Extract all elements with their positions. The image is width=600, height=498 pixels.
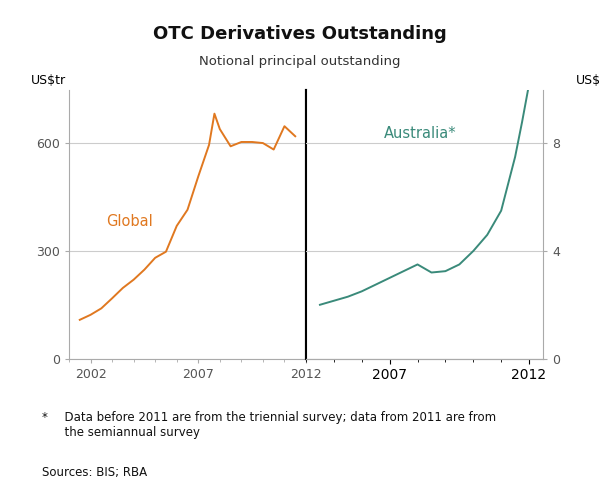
Text: Global: Global xyxy=(106,214,152,229)
Text: OTC Derivatives Outstanding: OTC Derivatives Outstanding xyxy=(153,25,447,43)
Text: Sources: BIS; RBA: Sources: BIS; RBA xyxy=(42,466,147,479)
Text: Australia*: Australia* xyxy=(384,126,457,141)
Text: Notional principal outstanding: Notional principal outstanding xyxy=(199,55,401,68)
Text: US$tr: US$tr xyxy=(31,74,66,87)
Text: US$tr: US$tr xyxy=(576,74,600,87)
Text: *: * xyxy=(42,411,48,424)
Text: Data before 2011 are from the triennial survey; data from 2011 are from
  the se: Data before 2011 are from the triennial … xyxy=(57,411,496,439)
